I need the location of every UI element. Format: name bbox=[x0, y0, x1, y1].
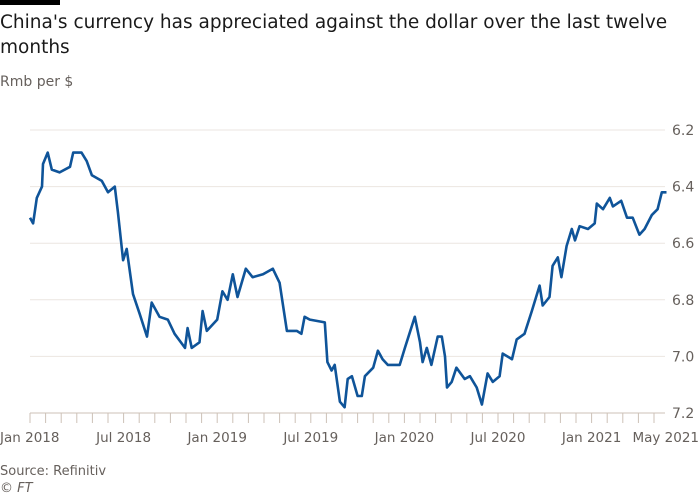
x-tick-label: Jul 2020 bbox=[470, 430, 526, 446]
rmb-usd-series-line bbox=[28, 151, 667, 409]
x-tick-label: Jan 2020 bbox=[374, 430, 434, 446]
chart-subtitle: Rmb per $ bbox=[0, 74, 74, 90]
y-tick-label: 6.2 bbox=[672, 123, 694, 139]
x-tick-label: Jul 2018 bbox=[95, 430, 151, 446]
x-tick-label: Jan 2019 bbox=[186, 430, 246, 446]
chart-title: China's currency has appreciated against… bbox=[0, 12, 668, 58]
y-tick-label: 7.0 bbox=[672, 349, 694, 365]
source-note: Source: Refinitiv bbox=[0, 464, 107, 479]
x-tick-label: Jan 2018 bbox=[0, 430, 59, 446]
x-tick-label: May 2021 bbox=[632, 430, 699, 446]
x-tick-label: Jul 2019 bbox=[282, 430, 338, 446]
ft-top-bar bbox=[0, 0, 60, 5]
y-tick-label: 7.2 bbox=[672, 406, 694, 422]
credit-note: © FT bbox=[0, 481, 33, 496]
x-tick-label: Jan 2021 bbox=[561, 430, 621, 446]
y-tick-label: 6.6 bbox=[672, 236, 694, 252]
y-tick-label: 6.4 bbox=[672, 180, 694, 196]
y-tick-label: 6.8 bbox=[672, 293, 694, 309]
